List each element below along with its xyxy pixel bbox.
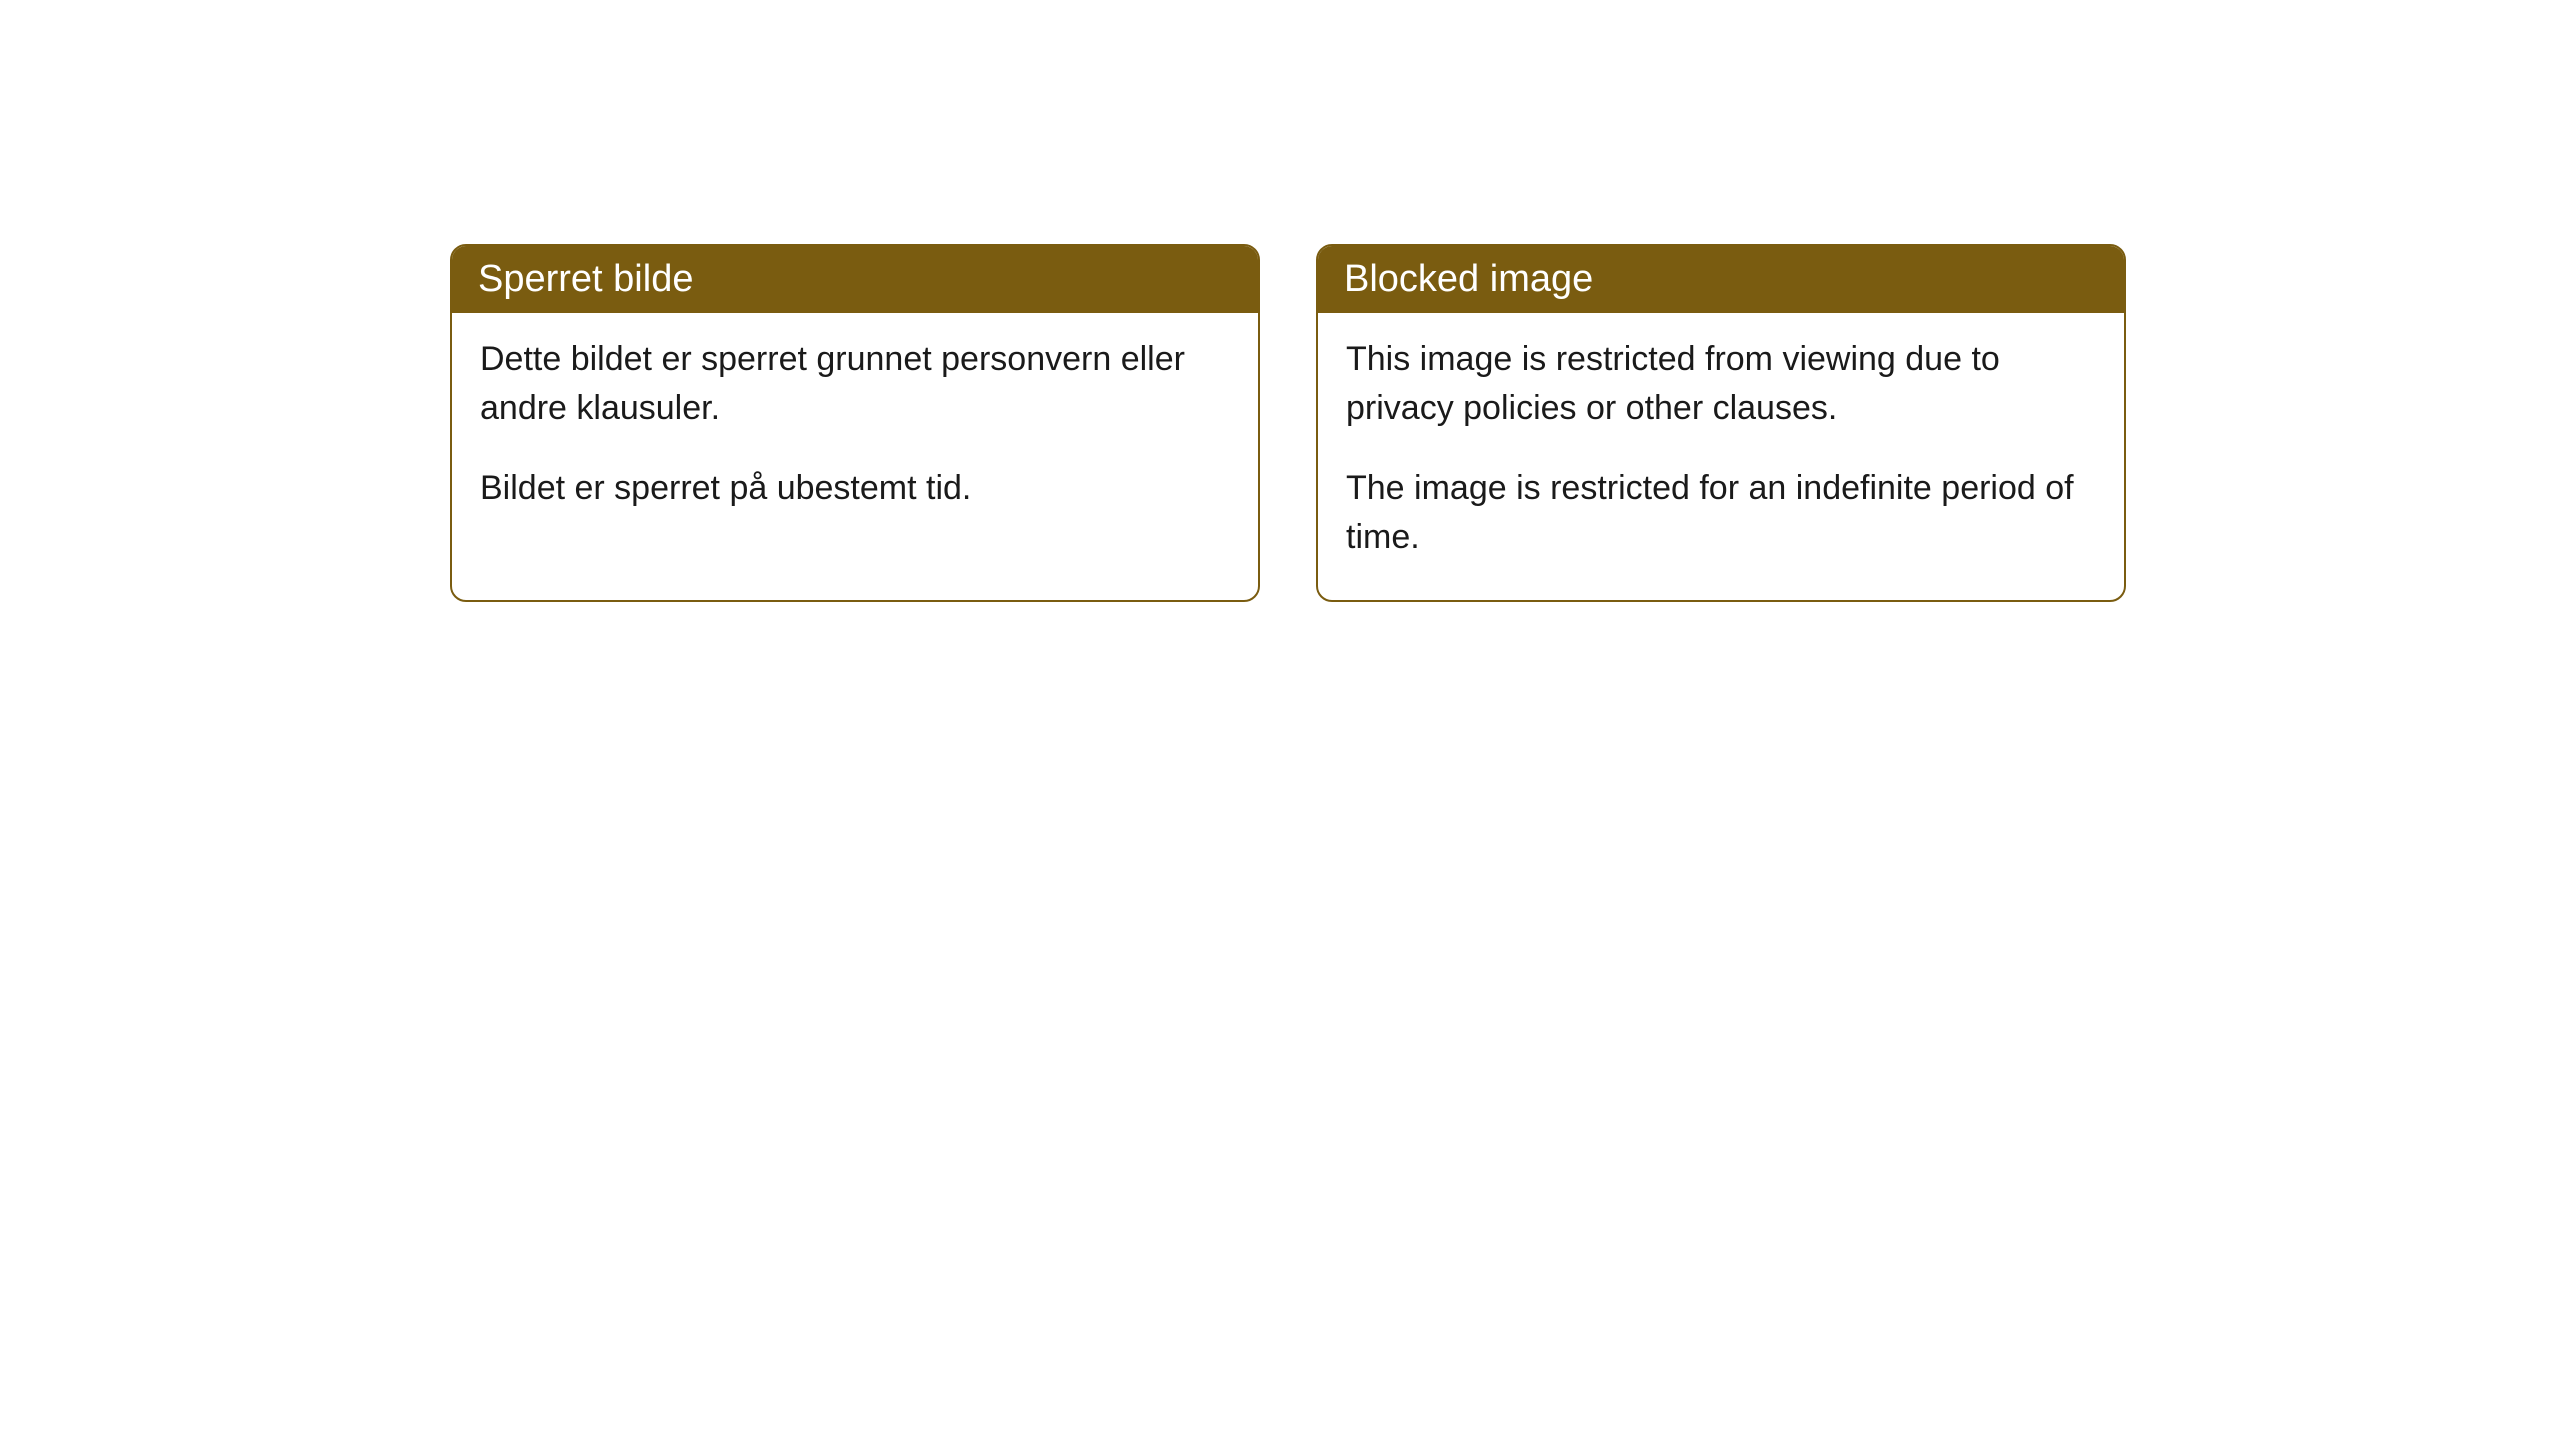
- card-header-english: Blocked image: [1318, 246, 2124, 313]
- card-paragraph: Dette bildet er sperret grunnet personve…: [480, 335, 1230, 434]
- card-norwegian: Sperret bilde Dette bildet er sperret gr…: [450, 244, 1260, 602]
- card-header-norwegian: Sperret bilde: [452, 246, 1258, 313]
- card-body-norwegian: Dette bildet er sperret grunnet personve…: [452, 313, 1258, 551]
- card-english: Blocked image This image is restricted f…: [1316, 244, 2126, 602]
- card-body-english: This image is restricted from viewing du…: [1318, 313, 2124, 600]
- card-title: Blocked image: [1344, 258, 1593, 300]
- card-title: Sperret bilde: [478, 258, 693, 300]
- card-paragraph: This image is restricted from viewing du…: [1346, 335, 2096, 434]
- cards-container: Sperret bilde Dette bildet er sperret gr…: [450, 244, 2126, 602]
- card-paragraph: Bildet er sperret på ubestemt tid.: [480, 464, 1230, 513]
- card-paragraph: The image is restricted for an indefinit…: [1346, 464, 2096, 563]
